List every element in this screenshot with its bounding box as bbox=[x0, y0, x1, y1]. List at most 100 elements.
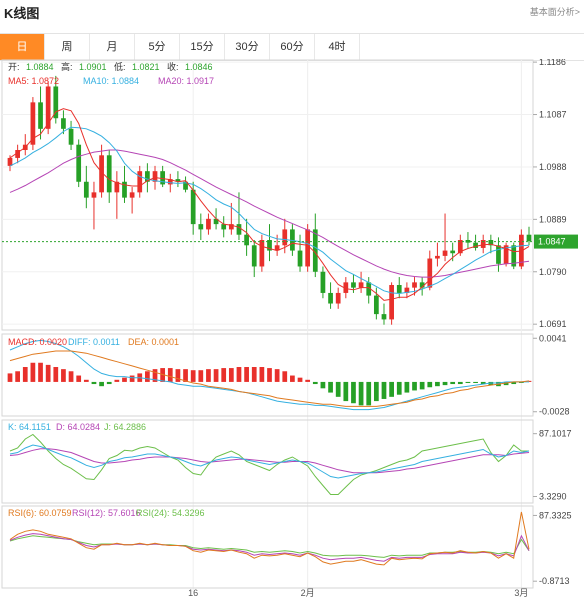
macd-bar bbox=[7, 373, 13, 382]
candle-body bbox=[435, 255, 440, 259]
macd-bar bbox=[373, 381, 379, 402]
candle-body bbox=[167, 179, 173, 185]
macd-bar bbox=[38, 362, 43, 382]
macd-bar bbox=[328, 381, 333, 393]
candle-body bbox=[442, 250, 448, 256]
candle-body bbox=[251, 245, 257, 267]
ohlc-legend-label-0: 开: bbox=[8, 62, 20, 72]
price-panel bbox=[1, 59, 534, 331]
macd-bar bbox=[519, 381, 524, 383]
macd-bar bbox=[106, 381, 112, 385]
macd-panel bbox=[1, 333, 534, 417]
macd-bar bbox=[297, 377, 303, 382]
macd-bar bbox=[206, 369, 211, 382]
macd-bar bbox=[396, 381, 402, 395]
macd-bar bbox=[351, 381, 356, 404]
macd-bar bbox=[198, 370, 204, 382]
macd-bar bbox=[30, 362, 36, 382]
macd-bar bbox=[480, 381, 486, 385]
tab-week[interactable]: 周 bbox=[45, 34, 90, 60]
macd-legend-0: MACD: 0.0020 bbox=[8, 337, 67, 347]
tab-30min[interactable]: 30分 bbox=[225, 34, 270, 60]
candle-body bbox=[160, 171, 166, 185]
macd-bar bbox=[190, 370, 196, 382]
macd-bar bbox=[122, 377, 127, 382]
ohlc-legend-value-3: 1.0846 bbox=[185, 62, 213, 72]
candle-body bbox=[152, 171, 158, 182]
ma-legend-0: MA5: 1.0872 bbox=[8, 76, 59, 86]
tab-15min[interactable]: 15分 bbox=[180, 34, 225, 60]
macd-bar bbox=[183, 369, 188, 382]
candle-body bbox=[282, 229, 288, 246]
macd-bar bbox=[412, 381, 417, 391]
tab-month[interactable]: 月 bbox=[90, 34, 135, 60]
price-tick-label-1: 1.1087 bbox=[539, 110, 567, 120]
d-line bbox=[9, 448, 530, 474]
candle-body bbox=[473, 242, 478, 248]
macd-bar bbox=[465, 381, 471, 383]
candle-body bbox=[76, 144, 82, 182]
macd-bar bbox=[267, 368, 272, 382]
macd-bar bbox=[91, 381, 97, 385]
tab-60min[interactable]: 60分 bbox=[270, 34, 315, 60]
ma10-line bbox=[9, 126, 530, 295]
kdj-legend-0: K: 64.1151 bbox=[8, 422, 51, 432]
candle-body bbox=[305, 229, 311, 267]
macd-bar bbox=[228, 368, 234, 382]
candle-body bbox=[145, 171, 150, 182]
macd-bar bbox=[511, 381, 517, 385]
ma20-line bbox=[9, 149, 530, 278]
tab-4hour[interactable]: 4时 bbox=[315, 34, 360, 60]
fundamental-analysis-link[interactable]: 基本面分析> bbox=[529, 7, 580, 17]
x-tick-label-0: 16 bbox=[188, 588, 198, 598]
macd-bar bbox=[45, 364, 51, 382]
macd-bar bbox=[450, 381, 456, 385]
candle-body bbox=[419, 282, 425, 288]
macd-bar bbox=[320, 381, 326, 389]
price-tick-label-3: 1.0889 bbox=[539, 214, 567, 224]
kdj-panel bbox=[1, 419, 534, 504]
price-tick-label-4: 1.0790 bbox=[539, 267, 567, 277]
macd-bar bbox=[259, 367, 265, 382]
candle-body bbox=[236, 224, 242, 235]
macd-bar bbox=[83, 379, 89, 382]
candle-body bbox=[450, 250, 456, 254]
macd-bar bbox=[488, 381, 494, 386]
macd-bar bbox=[251, 367, 257, 382]
tab-5min[interactable]: 5分 bbox=[135, 34, 180, 60]
period-tabs: 日 周 月 5分 15分 30分 60分 4时 bbox=[0, 33, 584, 61]
candle-body bbox=[175, 179, 181, 182]
macd-bar bbox=[175, 369, 181, 382]
rsi-legend-0: RSI(6): 60.0759 bbox=[8, 508, 72, 518]
rsi-tick-label-1: -0.8713 bbox=[539, 576, 570, 586]
macd-bar bbox=[22, 367, 28, 382]
ohlc-legend-label-2: 低: bbox=[114, 61, 126, 72]
candle-body bbox=[503, 245, 509, 264]
candle-body bbox=[213, 218, 219, 225]
macd-bar bbox=[213, 369, 219, 382]
macd-bar bbox=[68, 371, 74, 382]
candle-body bbox=[7, 157, 13, 166]
kline-chart[interactable]: 16 2月 3月 1.1186 1.1087 1.0988 1.0889 1.0790 1.06… bbox=[0, 59, 584, 600]
macd-bar bbox=[282, 371, 288, 382]
candle-body bbox=[358, 282, 364, 288]
candle-body bbox=[335, 292, 341, 304]
macd-bar bbox=[145, 371, 150, 382]
candle-body bbox=[267, 240, 272, 251]
macd-bar bbox=[61, 369, 66, 382]
kdj-tick-label-0: 87.1017 bbox=[539, 429, 572, 439]
candle-body bbox=[228, 224, 234, 230]
candle-body bbox=[91, 192, 97, 198]
rsi12-line bbox=[9, 533, 530, 562]
candle-body bbox=[404, 287, 410, 293]
tab-day[interactable]: 日 bbox=[0, 34, 45, 60]
macd-bar bbox=[457, 381, 463, 385]
candle-body bbox=[427, 258, 433, 288]
candle-body bbox=[183, 181, 188, 190]
rsi-panel bbox=[1, 505, 534, 589]
candle-body bbox=[114, 181, 120, 193]
candle-body bbox=[511, 245, 517, 267]
candle-body bbox=[198, 224, 204, 230]
macd-tick-label-0: 0.0041 bbox=[539, 333, 567, 343]
macd-bar bbox=[305, 379, 311, 382]
